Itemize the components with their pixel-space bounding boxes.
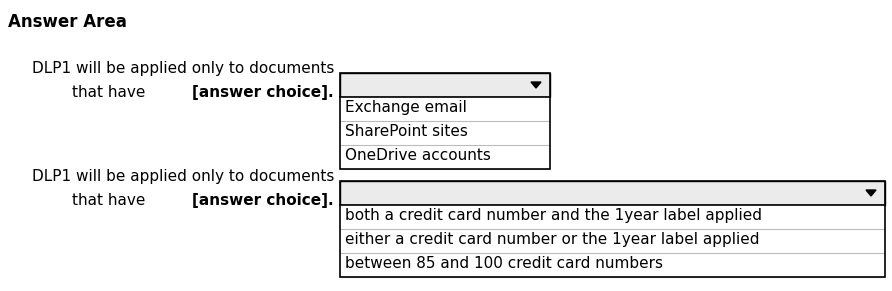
Polygon shape [866,190,876,196]
FancyBboxPatch shape [340,73,550,97]
FancyBboxPatch shape [340,253,885,277]
FancyBboxPatch shape [340,205,885,229]
Text: Exchange email: Exchange email [345,100,467,115]
FancyBboxPatch shape [340,229,885,253]
Text: SharePoint sites: SharePoint sites [345,124,468,139]
Text: DLP1 will be applied only to documents: DLP1 will be applied only to documents [31,169,334,184]
Text: OneDrive accounts: OneDrive accounts [345,148,491,163]
Text: both a credit card number and the 1year label applied: both a credit card number and the 1year … [345,208,762,223]
Text: that have: that have [72,193,150,208]
FancyBboxPatch shape [340,181,885,205]
Text: Answer Area: Answer Area [8,13,127,31]
Text: [answer choice].: [answer choice]. [193,193,334,208]
Text: between 85 and 100 credit card numbers: between 85 and 100 credit card numbers [345,256,663,271]
Text: DLP1 will be applied only to documents: DLP1 will be applied only to documents [31,61,334,76]
Text: [answer choice].: [answer choice]. [193,85,334,100]
Text: that have: that have [72,85,150,100]
FancyBboxPatch shape [340,97,550,121]
Text: either a credit card number or the 1year label applied: either a credit card number or the 1year… [345,232,759,247]
FancyBboxPatch shape [340,121,550,145]
FancyBboxPatch shape [340,145,550,169]
Polygon shape [531,82,541,88]
